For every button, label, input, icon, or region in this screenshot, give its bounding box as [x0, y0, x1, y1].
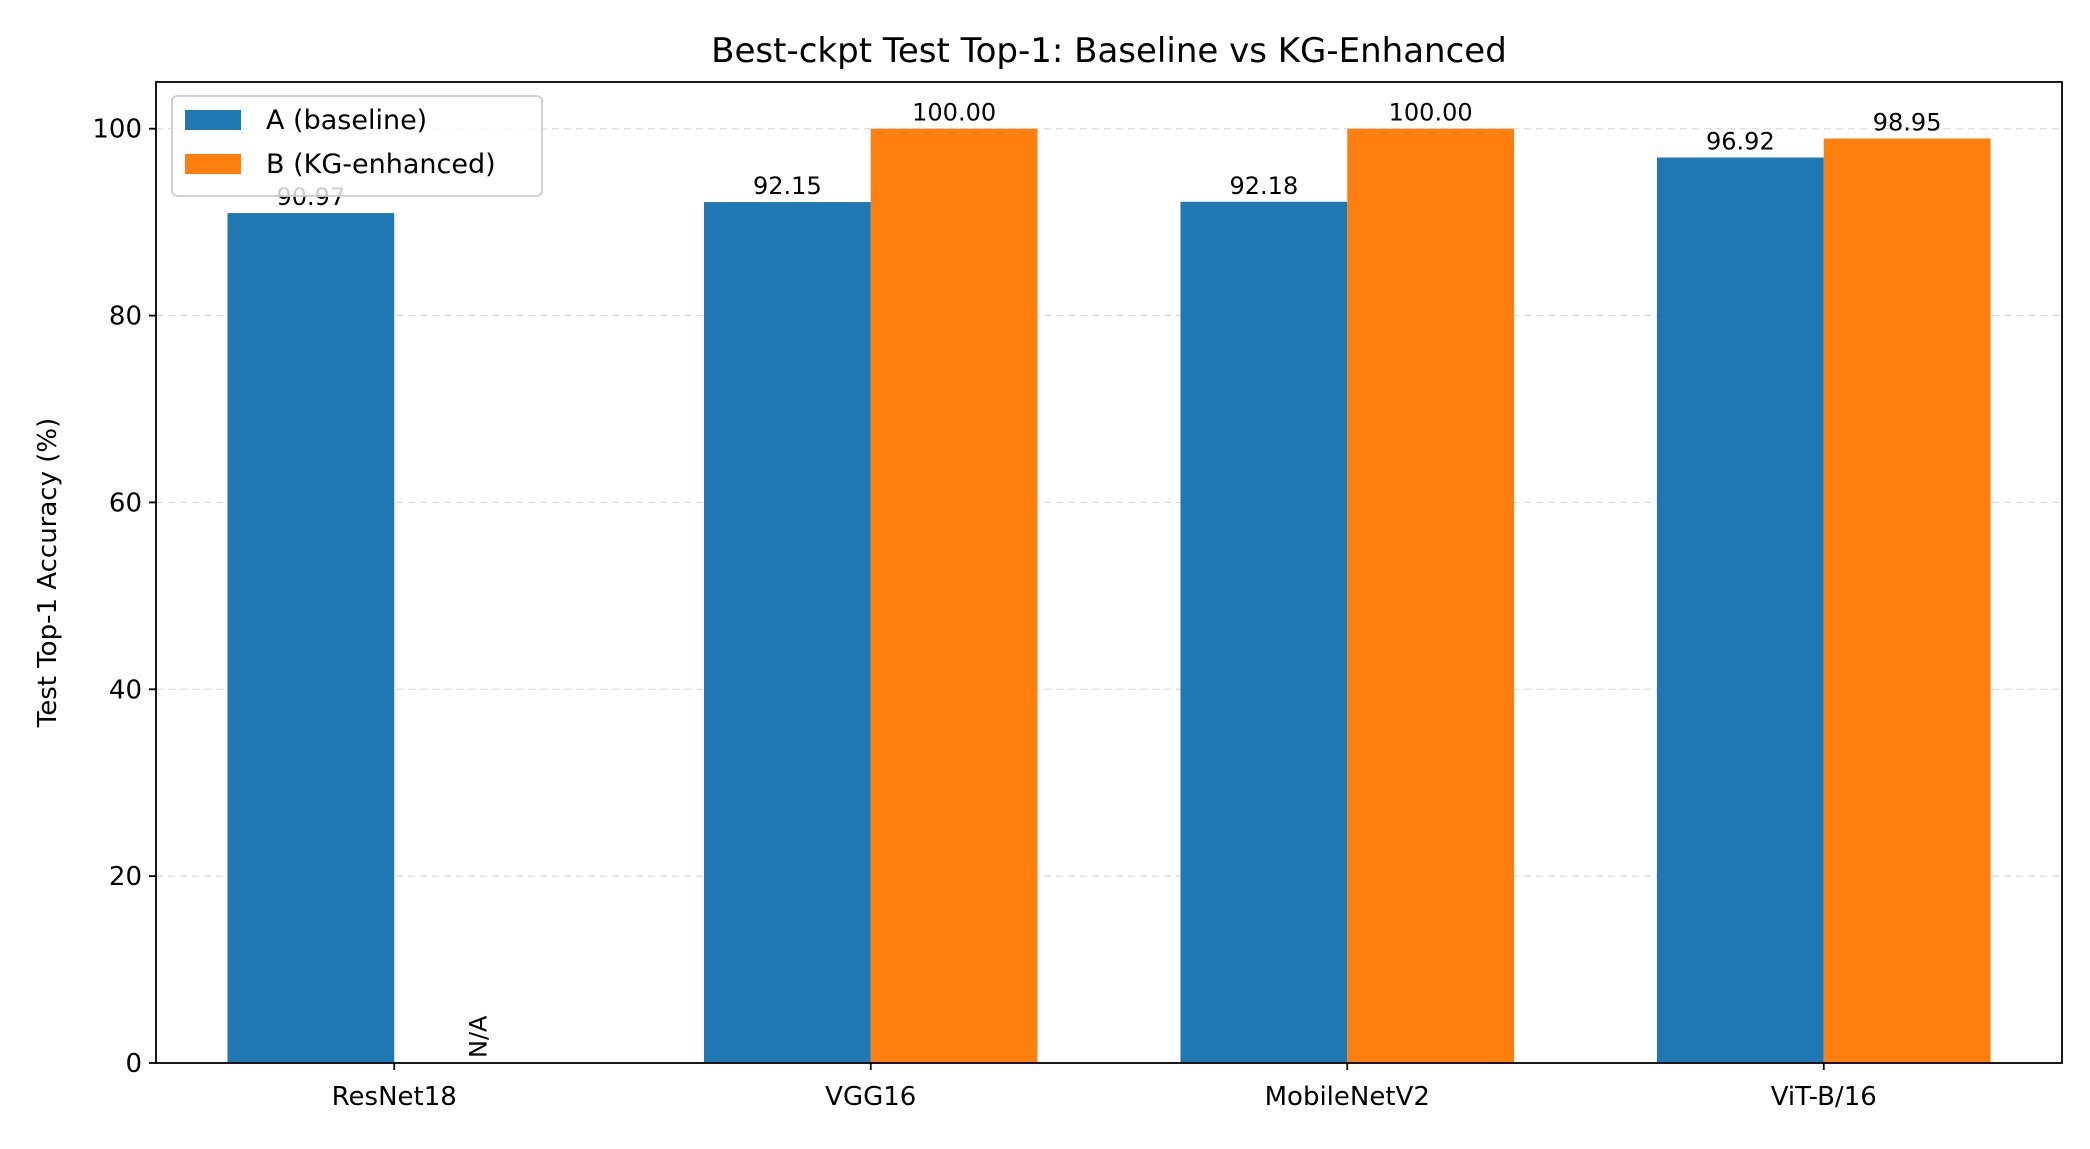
- x-axis: ResNet18 VGG16 MobileNetV2 ViT-B/16: [332, 1063, 1877, 1112]
- y-tick-label: 0: [125, 1049, 142, 1079]
- chart-title: Best-ckpt Test Top-1: Baseline vs KG-Enh…: [711, 31, 1507, 71]
- bar: [1180, 201, 1348, 1064]
- bar-value-label: 100.00: [1389, 99, 1473, 127]
- x-tick-label: ResNet18: [332, 1082, 457, 1112]
- bar-value-label: 100.00: [912, 99, 996, 127]
- bar: [703, 202, 871, 1063]
- bar-value-label: 92.15: [753, 172, 822, 200]
- bars: [227, 128, 1991, 1064]
- legend-swatch: [185, 154, 241, 174]
- legend-swatch: [185, 110, 241, 130]
- bar-value-label: 92.18: [1230, 172, 1299, 200]
- bar-value-label: 96.92: [1706, 127, 1775, 155]
- y-axis-title: Test Top-1 Accuracy (%): [33, 418, 63, 729]
- y-tick-label: 80: [109, 302, 142, 332]
- legend-label: B (KG-enhanced): [266, 149, 496, 180]
- bar: [227, 213, 395, 1063]
- y-axis: 0 20 40 60 80 100: [92, 115, 156, 1079]
- bar: [1656, 157, 1824, 1063]
- legend-box: [171, 95, 543, 197]
- legend: A (baseline) B (KG-enhanced): [171, 95, 543, 197]
- plot-area-frame: [155, 81, 2063, 1064]
- y-tick-label: 20: [109, 862, 142, 892]
- x-tick-label: VGG16: [825, 1082, 916, 1112]
- bar-value-label: 98.95: [1873, 109, 1942, 137]
- legend-label: A (baseline): [266, 105, 427, 136]
- bar-missing-label: N/A: [465, 1015, 493, 1058]
- x-tick-label: ViT-B/16: [1771, 1082, 1877, 1112]
- x-tick-label: MobileNetV2: [1265, 1082, 1430, 1112]
- y-tick-label: 100: [92, 115, 142, 145]
- bar: [1823, 138, 1991, 1063]
- y-tick-label: 40: [109, 675, 142, 705]
- bar: [1347, 128, 1515, 1063]
- bar: [870, 128, 1038, 1063]
- y-tick-label: 60: [109, 488, 142, 518]
